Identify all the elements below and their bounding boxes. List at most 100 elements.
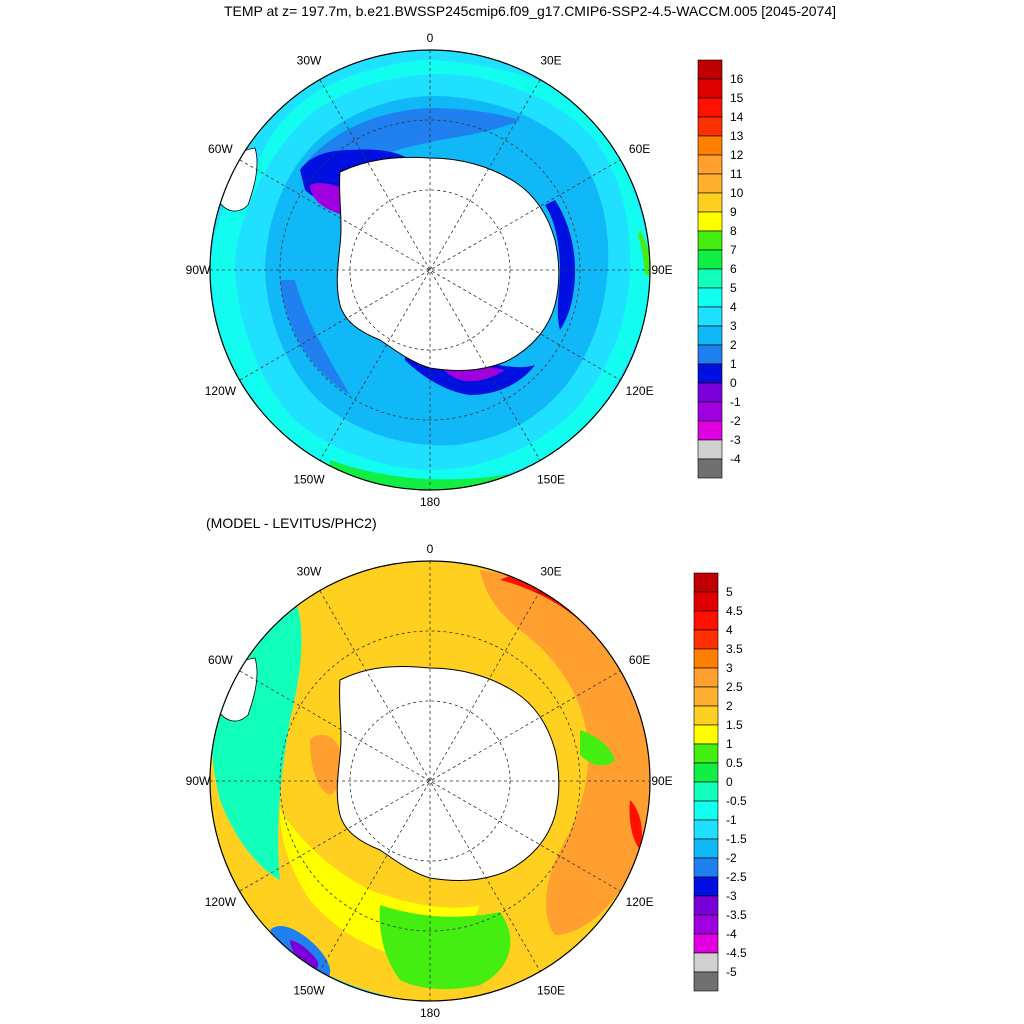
- bottom-colorbar-tick-label: 3.5: [726, 642, 743, 656]
- bottom-colorbar-tick-label: -3: [726, 889, 737, 903]
- top-colorbar-tick-label: 2: [730, 338, 737, 352]
- top-colorbar-tick-label: 4: [730, 300, 737, 314]
- bottom-colorbar-tick-label: -5: [726, 965, 737, 979]
- bottom-colorbar-box: [693, 686, 719, 707]
- top-colorbar-box: [697, 458, 723, 479]
- bottom-lon-label: 30W: [297, 564, 322, 578]
- top-map-border: [209, 49, 651, 491]
- bottom-colorbar-tick-label: -1.5: [726, 832, 747, 846]
- bottom-colorbar-tick-label: 4.5: [726, 604, 743, 618]
- bottom-colorbar-box: [693, 648, 719, 669]
- bottom-colorbar-box: [693, 819, 719, 840]
- top-colorbar-tick-label: -1: [730, 395, 741, 409]
- top-colorbar-tick-label: 11: [730, 167, 743, 181]
- diff-band-2.5-3-east: [480, 570, 650, 935]
- top-colorbar-box: [697, 192, 723, 213]
- bottom-lon-label: 90E: [651, 774, 672, 788]
- top-colorbar-box: [697, 230, 723, 251]
- top-lon-label: 30W: [297, 53, 322, 67]
- top-colorbar-box: [697, 439, 723, 460]
- difference-title: (MODEL - LEVITUS/PHC2): [206, 515, 377, 531]
- top-colorbar-tick-label: 8: [730, 224, 737, 238]
- top-colorbar-box: [697, 287, 723, 308]
- map-band-6-7-north: [330, 460, 560, 490]
- top-colorbar-box: [697, 268, 723, 289]
- top-colorbar-box: [697, 116, 723, 137]
- top-colorbar-box: [697, 249, 723, 270]
- bottom-lon-label: 120E: [626, 895, 654, 909]
- top-colorbar-tick-label: 13: [730, 129, 744, 143]
- bottom-colorbar-tick-label: 2.5: [726, 680, 743, 694]
- bottom-colorbar-box: [693, 591, 719, 612]
- top-colorbar-tick-label: -4: [730, 452, 741, 466]
- bottom-colorbar-tick-label: -1: [726, 813, 737, 827]
- top-lon-label: 60W: [208, 142, 233, 156]
- top-colorbar-tick-label: 9: [730, 205, 737, 219]
- top-lon-labels: 0 30E 60E 90E 120E 150E 180 150W 120W 90W 60W 30W: [186, 31, 673, 509]
- bottom-grid: [210, 561, 650, 1001]
- antarctica-diff: [336, 665, 560, 881]
- top-colorbar-box: [697, 78, 723, 99]
- bottom-colorbar-box: [693, 705, 719, 726]
- bottom-colorbar-box: [693, 629, 719, 650]
- bottom-lon-label: 30E: [540, 564, 561, 578]
- diff-band-minus3.5-minus3: [290, 940, 319, 970]
- top-colorbar-box: [697, 325, 723, 346]
- bottom-colorbar-tick-label: 4: [726, 623, 733, 637]
- top-colorbar-tick-label: 14: [730, 110, 744, 124]
- bottom-colorbar-box: [693, 800, 719, 821]
- bottom-colorbar-tick-label: 3: [726, 661, 733, 675]
- top-lon-label: 30E: [540, 53, 561, 67]
- bottom-lon-label: 90W: [186, 774, 211, 788]
- top-colorbar-box: [697, 59, 723, 80]
- bottom-colorbar-tick-label: 0: [726, 775, 733, 789]
- bottom-lon-label: 60E: [629, 653, 650, 667]
- bottom-lon-label: 180: [420, 1006, 440, 1020]
- top-colorbar-tick-label: 15: [730, 91, 744, 105]
- bottom-colorbar-box: [693, 743, 719, 764]
- bottom-map-border: [209, 560, 651, 1002]
- top-colorbar-box: [697, 401, 723, 422]
- top-colorbar-box: [697, 363, 723, 384]
- bottom-lon-label: 0: [427, 542, 434, 556]
- bottom-colorbar-box: [693, 952, 719, 973]
- diff-band-4-east: [629, 800, 642, 850]
- bottom-colorbar-box: [693, 838, 719, 859]
- bottom-lon-labels: 0 30E 60E 90E 120E 150E 180 150W 120W 90W 60W 30W: [186, 542, 673, 1020]
- top-colorbar-box: [697, 97, 723, 118]
- top-colorbar-tick-label: 12: [730, 148, 744, 162]
- bottom-colorbar: 5 4.5 4 3.5 3 2.5 2 1.5 1 0.5 0 -0.5 -1 -1.5 -2 -2.5 -3 -…: [693, 572, 747, 992]
- top-colorbar-tick-label: 16: [730, 72, 744, 86]
- bottom-lon-label: 120W: [205, 895, 237, 909]
- bottom-lon-label: 150E: [537, 984, 565, 998]
- top-lon-label: 150E: [537, 473, 565, 487]
- antarctica: [336, 156, 560, 371]
- figure-title: TEMP at z= 197.7m, b.e21.BWSSP245cmip6.f…: [224, 3, 836, 19]
- bottom-colorbar-tick-label: -4.5: [726, 946, 747, 960]
- top-lon-label: 60E: [629, 142, 650, 156]
- bottom-colorbar-tick-label: -4: [726, 927, 737, 941]
- bottom-colorbar-tick-label: 2: [726, 699, 733, 713]
- bottom-colorbar-box: [693, 781, 719, 802]
- bottom-colorbar-box: [693, 895, 719, 916]
- bottom-lon-label: 60W: [208, 653, 233, 667]
- top-colorbar-box: [697, 344, 723, 365]
- top-colorbar-tick-label: 10: [730, 186, 744, 200]
- top-lon-label: 120W: [205, 384, 237, 398]
- top-lon-label: 180: [420, 495, 440, 509]
- bottom-colorbar-tick-label: -2: [726, 851, 737, 865]
- top-lon-label: 0: [427, 31, 434, 45]
- top-colorbar-box: [697, 420, 723, 441]
- top-lon-label: 120E: [626, 384, 654, 398]
- bottom-colorbar-tick-label: 1.5: [726, 718, 743, 732]
- top-colorbar-tick-label: 7: [730, 243, 737, 257]
- top-colorbar-tick-label: 3: [730, 319, 737, 333]
- top-colorbar-tick-label: 1: [730, 357, 737, 371]
- top-colorbar-tick-label: 0: [730, 376, 737, 390]
- top-colorbar-tick-label: -3: [730, 433, 741, 447]
- bottom-colorbar-box: [693, 724, 719, 745]
- top-lon-label: 150W: [293, 473, 325, 487]
- bottom-colorbar-box: [693, 876, 719, 897]
- bottom-lon-label: 150W: [293, 984, 325, 998]
- bottom-colorbar-box: [693, 762, 719, 783]
